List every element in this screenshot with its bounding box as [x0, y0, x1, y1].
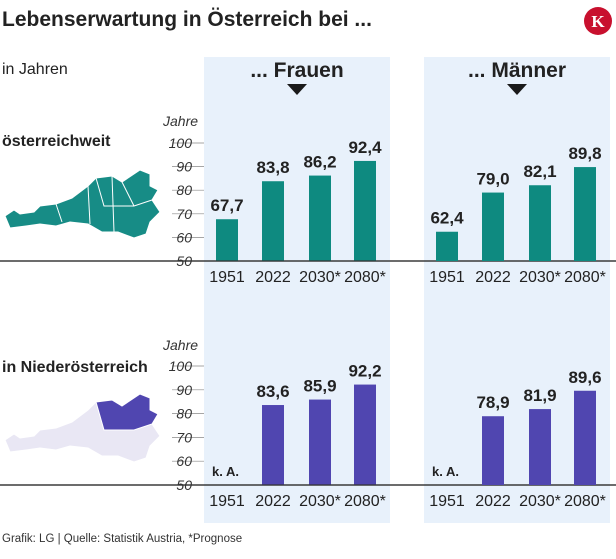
niederoesterreich-highlight-icon: [95, 393, 159, 431]
austria-map-borders: [55, 175, 153, 233]
bar: [529, 185, 551, 261]
no-data-label: k. A.: [212, 464, 239, 479]
bar-value-label: 89,6: [568, 368, 601, 387]
chart-title: Lebenserwartung in Österreich bei ...: [2, 8, 372, 31]
x-tick-label: 2030*: [299, 493, 341, 510]
group-pointer-icon: [287, 84, 307, 95]
bar: [574, 390, 596, 485]
bar-value-label: 67,7: [210, 196, 243, 215]
footer-source: Grafik: LG | Quelle: Statistik Austria, …: [2, 533, 243, 545]
bar: [309, 399, 331, 485]
bar-value-label: 89,8: [568, 144, 601, 163]
y-tick-label: 90: [176, 382, 192, 398]
x-tick-label: 1951: [429, 269, 465, 286]
bar: [216, 219, 238, 261]
chart-subtitle: in Jahren: [2, 61, 68, 78]
x-tick-label: 1951: [209, 269, 245, 286]
x-tick-label: 1951: [209, 493, 245, 510]
x-tick-label: 2030*: [299, 269, 341, 286]
bar: [262, 405, 284, 485]
chart-canvas: ... Frauen ... Männer österreichweit in Nie…: [0, 57, 616, 523]
bar-value-label: 92,2: [348, 362, 381, 381]
bar-value-label: 83,6: [256, 382, 289, 401]
bar-value-label: 62,4: [430, 209, 464, 228]
bar-value-label: 92,4: [348, 138, 382, 157]
x-tick-label: 2022: [475, 269, 511, 286]
x-tick-label: 2022: [255, 269, 291, 286]
y-tick-label: 100: [169, 358, 193, 374]
x-tick-label: 2022: [475, 493, 511, 510]
bar: [574, 167, 596, 261]
group-header-frauen: ... Frauen: [250, 59, 343, 82]
y-tick-label: 70: [176, 429, 192, 445]
logo-letter: K: [591, 12, 605, 31]
y-tick-label: 70: [176, 206, 192, 222]
y-tick-label: 60: [176, 453, 192, 469]
austria-map-icon: [4, 169, 161, 239]
x-tick-label: 1951: [429, 493, 465, 510]
bar-value-label: 85,9: [303, 377, 336, 396]
brand-logo-icon: K: [584, 7, 612, 35]
no-data-label: k. A.: [432, 464, 459, 479]
y-axis-label: Jahre: [162, 337, 198, 353]
bar: [309, 175, 331, 261]
x-tick-label: 2080*: [344, 493, 386, 510]
bar-value-label: 82,1: [523, 162, 556, 181]
logo-circle: [584, 7, 612, 35]
x-tick-label: 2022: [255, 493, 291, 510]
x-tick-label: 2030*: [519, 269, 561, 286]
group-header-maenner: ... Männer: [468, 59, 566, 82]
group-pointer-icon: [507, 84, 527, 95]
bar-value-label: 81,9: [523, 386, 556, 405]
x-tick-label: 2080*: [564, 269, 606, 286]
row-label-niederoesterreich: in Niederösterreich: [2, 359, 148, 376]
bar: [436, 231, 458, 261]
y-tick-label: 90: [176, 159, 192, 175]
x-tick-label: 2030*: [519, 493, 561, 510]
bar: [529, 409, 551, 485]
bar-value-label: 79,0: [476, 170, 509, 189]
x-tick-label: 2080*: [564, 493, 606, 510]
bar-value-label: 78,9: [476, 393, 509, 412]
y-tick-label: 80: [176, 182, 192, 198]
bar: [482, 416, 504, 485]
bar: [354, 384, 376, 485]
y-axis-label: Jahre: [162, 113, 198, 129]
bar: [354, 160, 376, 261]
bar-value-label: 86,2: [303, 153, 336, 172]
y-tick-label: 60: [176, 229, 192, 245]
bar-value-label: 83,8: [256, 158, 289, 177]
y-tick-label: 100: [169, 135, 193, 151]
bar: [482, 192, 504, 261]
bar: [262, 181, 284, 261]
row-label-oesterreich: österreichweit: [2, 133, 111, 150]
y-tick-label: 80: [176, 406, 192, 422]
x-tick-label: 2080*: [344, 269, 386, 286]
